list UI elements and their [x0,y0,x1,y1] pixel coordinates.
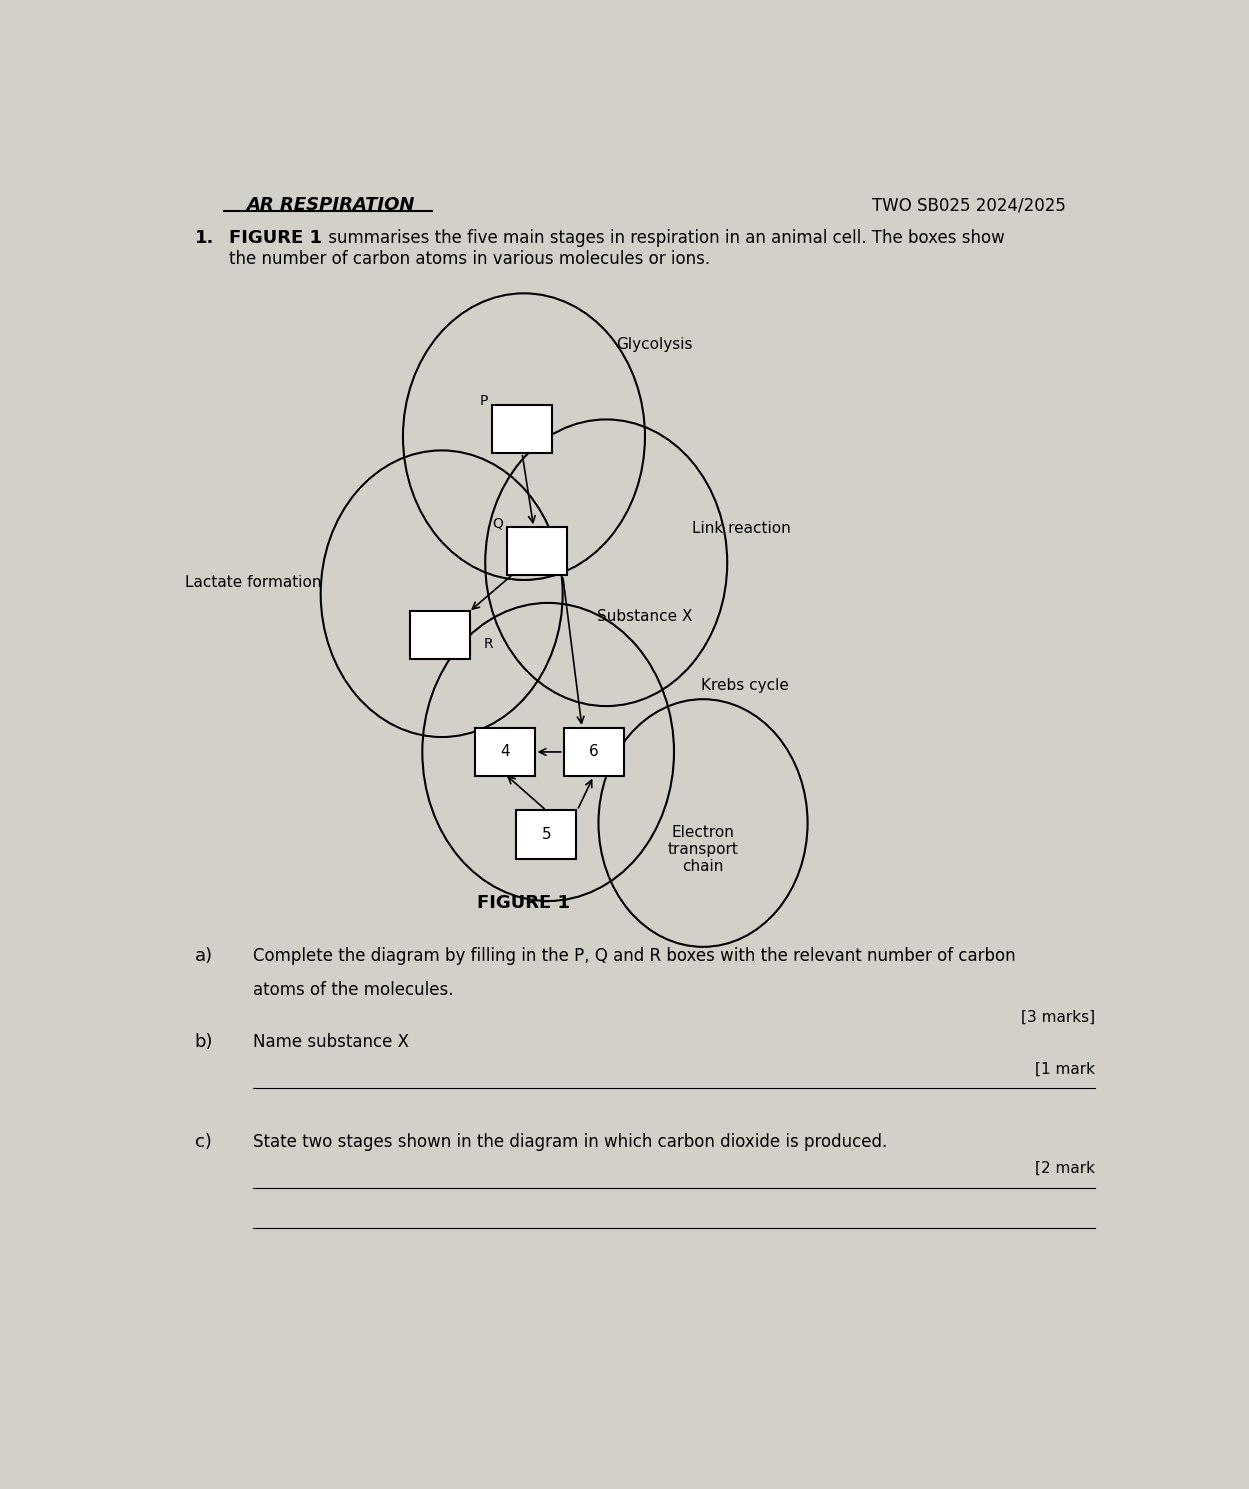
Text: Electron
transport
chain: Electron transport chain [668,825,738,874]
Text: Glycolysis: Glycolysis [617,338,693,353]
Text: TWO SB025 2024/2025: TWO SB025 2024/2025 [872,197,1067,214]
Text: 6: 6 [588,744,598,759]
Text: Name substance X: Name substance X [252,1033,408,1051]
Text: 4: 4 [500,744,510,759]
Text: [1 mark: [1 mark [1035,1062,1095,1077]
FancyBboxPatch shape [516,810,576,859]
FancyBboxPatch shape [410,610,470,660]
Text: FIGURE 1: FIGURE 1 [477,895,571,913]
Text: Substance X: Substance X [597,609,692,624]
Text: Q: Q [492,517,502,530]
FancyBboxPatch shape [507,527,567,575]
Text: atoms of the molecules.: atoms of the molecules. [252,981,453,999]
Text: Link reaction: Link reaction [692,521,791,536]
Text: b): b) [195,1033,214,1051]
Text: 1.: 1. [195,229,215,247]
Text: [3 marks]: [3 marks] [1020,1010,1095,1024]
Text: [2 mark: [2 mark [1035,1161,1095,1176]
FancyBboxPatch shape [475,728,535,776]
Text: FIGURE 1: FIGURE 1 [229,229,322,247]
Text: Complete the diagram by filling in the P, Q and R boxes with the relevant number: Complete the diagram by filling in the P… [252,947,1015,965]
Text: c): c) [195,1133,212,1151]
Text: P: P [480,395,488,408]
Text: State two stages shown in the diagram in which carbon dioxide is produced.: State two stages shown in the diagram in… [252,1133,887,1151]
Text: AR RESPIRATION: AR RESPIRATION [246,197,415,214]
FancyBboxPatch shape [492,405,552,453]
Text: summarises the five main stages in respiration in an animal cell. The boxes show: summarises the five main stages in respi… [322,229,1004,247]
Text: a): a) [195,947,214,965]
Text: R: R [483,637,493,651]
Text: 5: 5 [541,826,551,841]
Text: the number of carbon atoms in various molecules or ions.: the number of carbon atoms in various mo… [229,250,709,268]
Text: Lactate formation: Lactate formation [185,575,321,590]
FancyBboxPatch shape [563,728,623,776]
Text: Krebs cycle: Krebs cycle [701,677,788,692]
